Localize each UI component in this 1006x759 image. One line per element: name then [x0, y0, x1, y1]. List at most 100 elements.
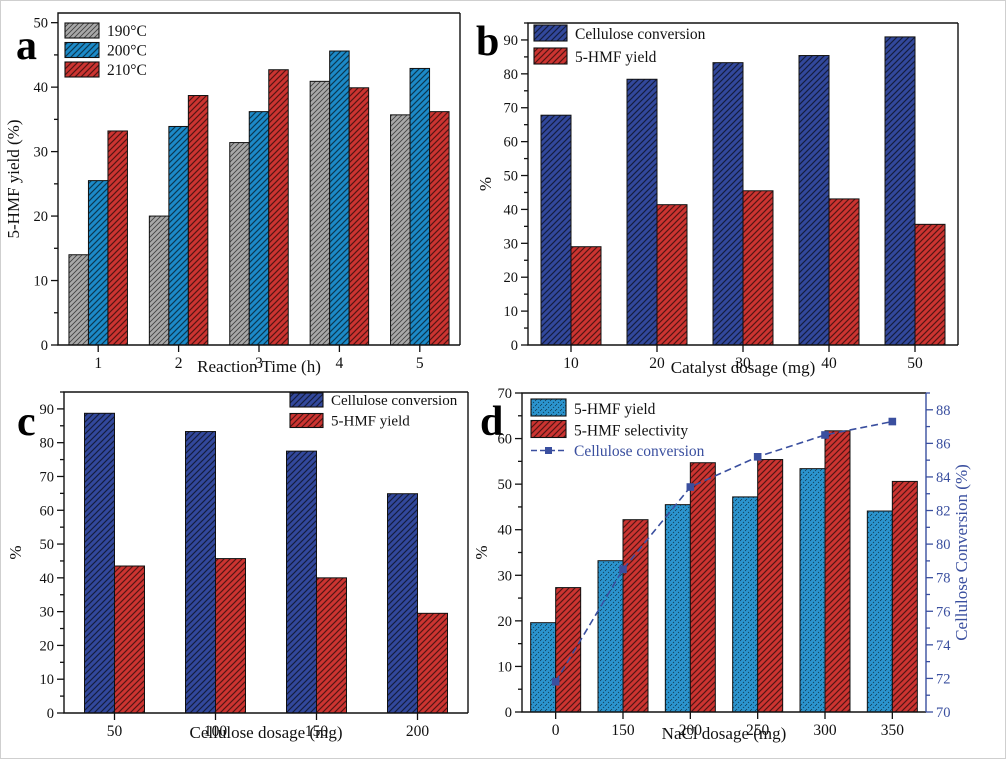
svg-text:50: 50 [498, 477, 513, 493]
svg-text:Cellulose Conversion (%): Cellulose Conversion (%) [952, 464, 971, 641]
svg-text:Cellulose conversion: Cellulose conversion [331, 393, 458, 409]
svg-text:5-HMF yield (%): 5-HMF yield (%) [4, 120, 23, 239]
panel-a-chart: 0 10 20 30 40 50 1 2 3 4 5 Reaction Time (h) 5-HMF y… [4, 12, 461, 376]
svg-text:Cellulose conversion: Cellulose conversion [574, 443, 705, 460]
svg-text:70: 70 [504, 101, 519, 117]
svg-text:84: 84 [936, 470, 951, 486]
svg-text:88: 88 [936, 403, 951, 419]
svg-text:20: 20 [498, 614, 513, 630]
svg-text:Cellulose dosage (mg): Cellulose dosage (mg) [190, 723, 343, 742]
svg-text:20: 20 [34, 209, 49, 225]
svg-text:70: 70 [40, 469, 55, 485]
svg-text:150: 150 [305, 723, 329, 740]
svg-text:0: 0 [47, 706, 54, 722]
bars-5-hmf-yield [570, 190, 946, 346]
svg-text:20: 20 [504, 270, 519, 286]
panel-d: d 0 10 20 30 40 50 60 70 70 72 74 76 78 80 82 84 86 88 0 15… [471, 380, 1005, 758]
legend: Cellulose conversion 5-HMF yield [533, 24, 706, 66]
svg-text:50: 50 [40, 537, 55, 553]
legend: 190°C 200°C 210°C [64, 22, 147, 79]
svg-text:70: 70 [936, 705, 951, 721]
svg-text:86: 86 [936, 436, 951, 452]
panel-c: c 0 10 20 30 40 50 60 70 80 90 50 100 150 200 Cellulos… [1, 380, 471, 758]
legend: 5-HMF yield 5-HMF selectivity Cellulose co… [530, 398, 705, 460]
svg-text:90: 90 [504, 33, 519, 49]
svg-text:82: 82 [936, 504, 951, 520]
svg-text:1: 1 [94, 355, 102, 372]
panel-d-chart: 0 10 20 30 40 50 60 70 70 72 74 76 78 80 82 84 86 88 0 150 2… [472, 386, 971, 743]
axes: 0 10 20 30 40 50 60 70 80 90 50 100 150 200 Cellulose … [6, 391, 469, 742]
svg-text:100: 100 [204, 723, 228, 740]
svg-text:Reaction Time (h): Reaction Time (h) [197, 357, 321, 376]
svg-text:40: 40 [40, 571, 55, 587]
svg-text:0: 0 [505, 705, 512, 721]
svg-text:60: 60 [498, 432, 513, 448]
svg-text:10: 10 [498, 659, 513, 675]
svg-text:5-HMF yield: 5-HMF yield [575, 49, 657, 66]
svg-text:76: 76 [936, 604, 951, 620]
svg-text:74: 74 [936, 638, 951, 654]
svg-text:4: 4 [336, 355, 344, 372]
svg-text:50: 50 [504, 169, 519, 185]
bars-5-hmf-yield [530, 468, 893, 713]
svg-text:80: 80 [936, 537, 951, 553]
svg-text:190°C: 190°C [107, 23, 147, 40]
svg-text:10: 10 [34, 274, 49, 290]
svg-text:2: 2 [175, 355, 183, 372]
svg-text:30: 30 [40, 605, 55, 621]
svg-text:10: 10 [40, 672, 55, 688]
svg-text:200: 200 [406, 723, 430, 740]
svg-text:20: 20 [649, 355, 665, 372]
svg-text:10: 10 [563, 355, 579, 372]
svg-text:%: % [472, 545, 491, 559]
svg-text:%: % [476, 177, 495, 191]
panel-c-letter: c [17, 399, 36, 445]
panel-a-letter: a [16, 23, 37, 69]
panel-b-letter: b [476, 19, 500, 65]
svg-text:0: 0 [41, 338, 48, 354]
svg-text:70: 70 [498, 386, 513, 402]
svg-text:350: 350 [881, 722, 905, 739]
svg-text:30: 30 [735, 355, 751, 372]
bars-210-c [107, 69, 450, 346]
svg-text:80: 80 [40, 436, 55, 452]
bars-cellulose-conversion [84, 412, 418, 714]
svg-text:300: 300 [813, 722, 837, 739]
svg-text:20: 20 [40, 638, 55, 654]
svg-text:30: 30 [34, 145, 49, 161]
svg-text:90: 90 [40, 402, 55, 418]
svg-text:60: 60 [504, 135, 519, 151]
svg-text:Catalyst dosage (mg): Catalyst dosage (mg) [671, 358, 815, 377]
svg-text:50: 50 [34, 16, 49, 32]
axes: 0 10 20 30 40 50 1 2 3 4 5 Reaction Time (h) 5-HMF y… [4, 12, 461, 376]
panel-d-letter: d [480, 399, 504, 445]
svg-text:210°C: 210°C [107, 62, 147, 79]
svg-text:5: 5 [416, 355, 424, 372]
panel-b-chart: 0 10 20 30 40 50 60 70 80 90 10 20 30 40 50 Catalyst do… [476, 22, 959, 377]
svg-text:200: 200 [679, 722, 703, 739]
axes: 0 10 20 30 40 50 60 70 80 90 10 20 30 40 50 Catalyst do… [476, 22, 959, 377]
panel-b: b 0 10 20 30 40 50 60 70 80 90 10 20 30 40 50 Catalyst … [471, 1, 1005, 380]
svg-text:NaCl dosage (mg): NaCl dosage (mg) [662, 724, 787, 743]
svg-text:50: 50 [107, 723, 123, 740]
svg-text:78: 78 [936, 571, 951, 587]
bars-5-hmf-yield [114, 558, 448, 714]
svg-text:40: 40 [504, 202, 519, 218]
bars-5-hmf-selectivity [555, 430, 918, 713]
svg-text:40: 40 [498, 523, 513, 539]
legend: Cellulose conversion 5-HMF yield [289, 392, 458, 430]
svg-text:%: % [6, 545, 25, 559]
svg-text:0: 0 [552, 722, 560, 739]
svg-text:Cellulose conversion: Cellulose conversion [575, 26, 706, 43]
axes: 0 10 20 30 40 50 60 70 70 72 74 76 78 80 82 84 86 88 0 150 2… [472, 386, 971, 743]
svg-text:0: 0 [511, 338, 518, 354]
line-cellulose-conversion [551, 417, 897, 686]
svg-text:150: 150 [611, 722, 635, 739]
svg-text:10: 10 [504, 304, 519, 320]
svg-text:30: 30 [504, 236, 519, 252]
panel-a: a 0 10 20 30 40 50 1 2 3 4 5 Reaction Time (h) 5-HMF… [1, 1, 471, 380]
svg-text:40: 40 [34, 80, 49, 96]
svg-text:40: 40 [821, 355, 837, 372]
svg-text:72: 72 [936, 671, 951, 687]
panel-c-chart: 0 10 20 30 40 50 60 70 80 90 50 100 150 200 Cellulose … [6, 391, 469, 742]
